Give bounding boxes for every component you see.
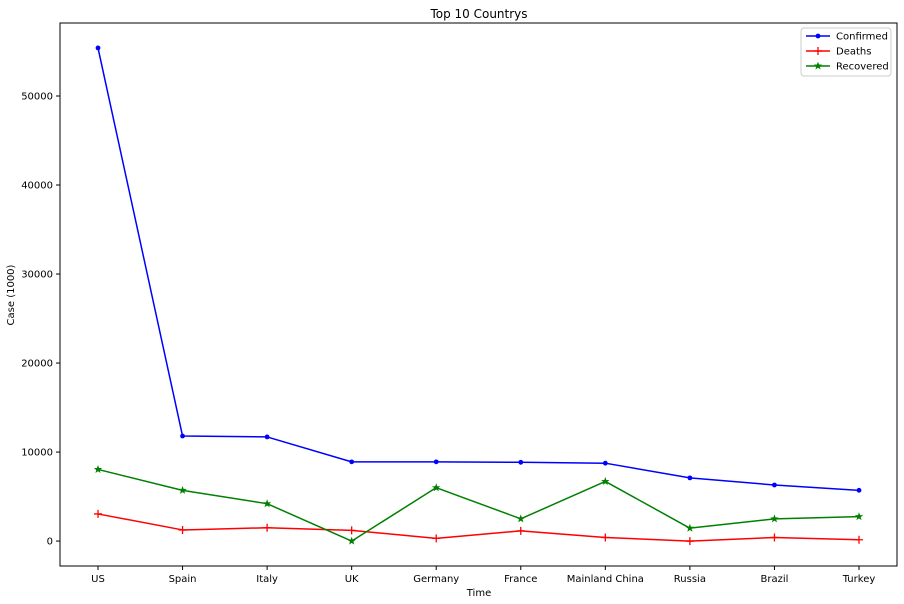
data-point-confirmed [856, 487, 862, 493]
data-point-confirmed [433, 459, 439, 465]
data-point-confirmed [95, 45, 101, 51]
series-line-recovered [97, 468, 860, 542]
legend-marker-confirmed [815, 33, 821, 39]
legend-entry-deaths: Deaths [806, 47, 871, 58]
data-point-deaths [685, 537, 694, 546]
data-point-recovered [178, 485, 187, 494]
series-line-confirmed [97, 47, 860, 492]
data-point-recovered [770, 514, 779, 523]
legend-label-confirmed: Confirmed [836, 32, 888, 43]
data-point-recovered [854, 512, 864, 521]
x-tick-label: Russia [674, 574, 706, 585]
x-tick-label: Turkey [842, 574, 876, 585]
legend-entry-confirmed: Confirmed [806, 32, 888, 43]
legend-entry-recovered: Recovered [806, 62, 889, 73]
data-point-confirmed [518, 459, 524, 465]
y-axis-label: Case (1000) [6, 264, 17, 325]
data-point-recovered [93, 465, 103, 473]
x-axis-label: Time [466, 588, 491, 599]
data-point-deaths [263, 523, 272, 532]
data-point-confirmed [180, 433, 185, 439]
series-recovered [93, 465, 864, 545]
x-tick-label: Brazil [760, 574, 788, 585]
data-point-recovered [601, 477, 610, 485]
series-line-deaths [97, 513, 860, 542]
data-point-deaths [601, 533, 610, 542]
data-point-deaths [855, 535, 863, 544]
y-tick-label: 50000 [21, 91, 53, 102]
data-point-deaths [347, 526, 356, 535]
legend-box [800, 27, 892, 77]
x-tick-label: France [504, 574, 537, 585]
data-point-recovered [432, 483, 441, 492]
x-tick-label: Italy [256, 574, 278, 585]
legend-label-recovered: Recovered [836, 62, 889, 73]
series-confirmed [95, 45, 862, 493]
data-point-confirmed [687, 475, 693, 481]
data-point-deaths [94, 509, 102, 518]
y-tick-label: 30000 [21, 270, 53, 281]
legend: Confirmed Deaths Recovered [800, 27, 892, 77]
legend-marker-deaths [814, 47, 822, 55]
plot-area [59, 22, 898, 567]
data-point-deaths [432, 534, 441, 543]
x-tick-label: UK [345, 574, 359, 585]
legend-marker-recovered [813, 61, 823, 70]
data-point-deaths [178, 525, 187, 534]
data-point-deaths [770, 533, 779, 542]
y-tick-label: 20000 [21, 359, 53, 370]
data-point-deaths [516, 526, 525, 535]
x-tick-label: Germany [413, 574, 459, 585]
series-layer [93, 45, 864, 546]
chart-title: Top 10 Countrys [429, 7, 527, 21]
data-point-recovered [262, 499, 272, 508]
x-tick-label: US [91, 574, 105, 585]
x-tick-label: Mainland China [567, 574, 644, 585]
x-axis: US Spain Italy UK Germany France Mainland Chin… [91, 566, 875, 585]
data-point-confirmed [602, 460, 608, 466]
data-point-recovered [685, 523, 695, 532]
y-tick-label: 10000 [21, 448, 53, 459]
data-point-confirmed [772, 482, 777, 488]
series-deaths [94, 509, 863, 546]
y-tick-label: 40000 [21, 181, 53, 192]
data-point-confirmed [349, 459, 355, 465]
data-point-recovered [516, 514, 525, 523]
legend-label-deaths: Deaths [836, 47, 871, 58]
data-point-confirmed [264, 434, 270, 440]
y-axis: 0 10000 20000 30000 40000 50000 [21, 91, 60, 548]
y-tick-label: 0 [47, 537, 53, 548]
x-tick-label: Spain [169, 574, 197, 585]
data-point-recovered [347, 536, 356, 545]
